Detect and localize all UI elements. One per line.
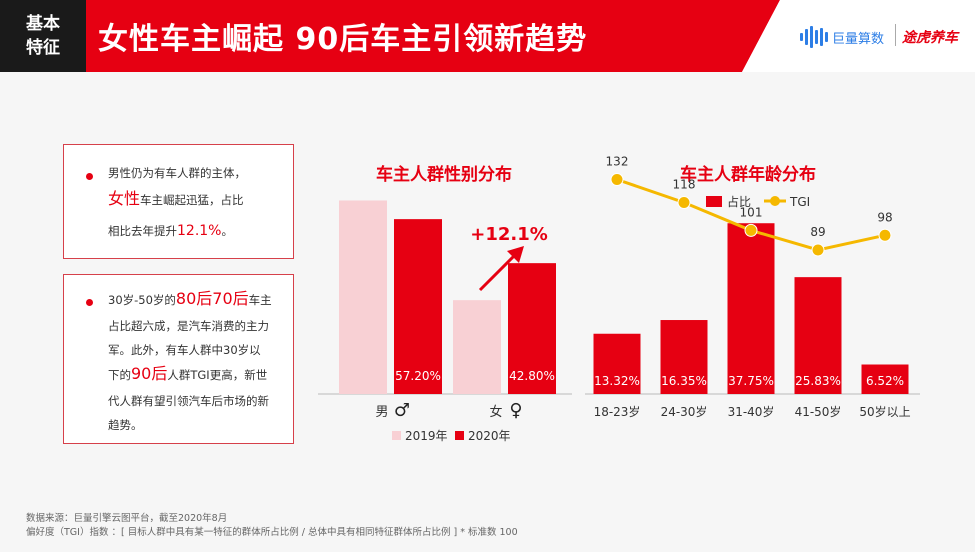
highlight-female: 女性 xyxy=(108,189,141,208)
gender-chart-title: 车主人群性别分布 xyxy=(376,165,512,185)
gender-text-line2: 女性车主崛起迅猛，占比 xyxy=(108,191,244,208)
tgi-point xyxy=(610,173,624,187)
gender-bar-2020 xyxy=(508,263,556,394)
age-bar xyxy=(727,223,775,394)
age-bar-value-label: 6.52% xyxy=(866,374,904,388)
growth-arrowhead-icon xyxy=(507,246,524,263)
age-category-label: 18-23岁 xyxy=(594,404,641,419)
age-text-line1-post: 车主 xyxy=(248,293,272,307)
highlight-8070: 80后70后 xyxy=(175,289,249,308)
tgi-point xyxy=(811,243,825,257)
age-category-label: 24-30岁 xyxy=(661,404,708,419)
tgi-value-label: 118 xyxy=(673,177,696,191)
age-bar xyxy=(660,320,708,394)
female-symbol-icon: ♀ xyxy=(509,400,522,421)
age-text-line4: 下的90后人群TGI更高，新世 xyxy=(108,366,267,383)
gender-text-line3-post: 。 xyxy=(221,224,233,238)
tgi-value-label: 132 xyxy=(606,155,629,169)
gender-legend-swatch xyxy=(392,431,401,440)
age-text-line5: 代人群有望引领汽车后市场的新 xyxy=(108,394,269,408)
logo-divider xyxy=(895,24,896,46)
age-text-line3: 军。此外，有车人群中30岁以 xyxy=(108,343,261,357)
bullet-dot xyxy=(86,173,93,180)
age-legend-marker-tgi xyxy=(770,196,780,206)
highlight-90: 90后 xyxy=(131,364,168,383)
gender-legend-label: 2020年 xyxy=(468,429,511,443)
section-tag-line1: 基本 xyxy=(26,14,60,34)
age-bar-value-label: 13.32% xyxy=(594,374,640,388)
tgi-value-label: 98 xyxy=(877,210,892,224)
juliang-bars-icon xyxy=(800,26,828,48)
gender-bar-value-label: 57.20% xyxy=(395,369,441,383)
age-text-line6: 趋势。 xyxy=(108,418,143,432)
highlight-growth: 12.1% xyxy=(177,223,222,239)
age-legend-label-tgi: TGI xyxy=(789,195,810,209)
age-text-line2: 占比超六成，是汽车消费的主力 xyxy=(108,319,269,333)
age-legend-swatch-share xyxy=(706,196,722,207)
age-bar-value-label: 37.75% xyxy=(728,374,774,388)
bullet-dot xyxy=(86,299,93,306)
age-text-line4-post: 人群TGI更高，新世 xyxy=(167,368,268,382)
gender-legend-label: 2019年 xyxy=(405,429,448,443)
insight-box-gender: 男性仍为有车人群的主体， 女性车主崛起迅猛，占比 相比去年提升12.1%。 xyxy=(63,144,294,259)
page-title: 女性车主崛起 90后车主引领新趋势 xyxy=(98,22,588,57)
tgi-point xyxy=(677,195,691,209)
age-chart-title: 车主人群年龄分布 xyxy=(680,165,816,185)
gender-legend-swatch xyxy=(455,431,464,440)
insight-box-age: 30岁-50岁的80后70后车主 占比超六成，是汽车消费的主力 军。此外，有车人… xyxy=(63,274,294,444)
gender-text-line3: 相比去年提升12.1%。 xyxy=(108,223,233,239)
age-category-label: 50岁以上 xyxy=(859,404,910,419)
gender-text-line1: 男性仍为有车人群的主体， xyxy=(108,166,246,180)
header-banner: 基本 特征 女性车主崛起 90后车主引领新趋势 巨量算数 途虎养车 xyxy=(0,0,975,72)
tuhu-logo: 途虎养车 xyxy=(902,30,958,46)
gender-bar-2020 xyxy=(394,219,442,394)
gender-bar-value-label: 42.80% xyxy=(509,369,555,383)
gender-category-label: 女 xyxy=(489,404,502,420)
age-bar-value-label: 16.35% xyxy=(661,374,707,388)
juliang-logo: 巨量算数 xyxy=(800,26,884,48)
tgi-value-label: 101 xyxy=(740,205,763,219)
age-bar xyxy=(861,364,909,394)
age-text-line1: 30岁-50岁的80后70后车主 xyxy=(108,291,272,308)
juliang-logo-text: 巨量算数 xyxy=(832,31,885,47)
gender-text-line3-pre: 相比去年提升 xyxy=(108,224,177,238)
male-symbol-icon: ♂ xyxy=(394,400,410,421)
growth-arrow-icon xyxy=(478,251,519,292)
gender-bar-2019 xyxy=(339,200,387,394)
section-tag-line2: 特征 xyxy=(26,38,60,58)
section-tag: 基本 特征 xyxy=(0,0,86,72)
growth-annotation: +12.1% xyxy=(470,224,548,245)
tgi-value-label: 89 xyxy=(810,225,825,239)
age-legend-label-share: 占比 xyxy=(727,194,751,209)
age-bar xyxy=(794,277,842,394)
age-bar xyxy=(593,333,641,394)
age-category-label: 41-50岁 xyxy=(795,404,842,419)
data-source-note: 数据来源：巨量引擎云图平台，截至2020年8月 xyxy=(26,513,228,524)
gender-bar-2019 xyxy=(453,300,501,394)
tgi-point xyxy=(878,228,892,242)
gender-text-line2-rest: 车主崛起迅猛，占比 xyxy=(140,193,244,207)
age-text-line4-pre: 下的 xyxy=(108,368,131,382)
tgi-definition-note: 偏好度（TGI）指数 ：[ 目标人群中具有某一特征的群体所占比例 / 总体中具有… xyxy=(26,527,518,538)
gender-category-label: 男 xyxy=(375,405,388,420)
age-bar-value-label: 25.83% xyxy=(795,374,841,388)
header-red-band xyxy=(0,0,975,72)
tgi-point xyxy=(744,223,758,237)
age-category-label: 31-40岁 xyxy=(728,404,775,419)
age-text-line1-pre: 30岁-50岁的 xyxy=(108,293,176,307)
